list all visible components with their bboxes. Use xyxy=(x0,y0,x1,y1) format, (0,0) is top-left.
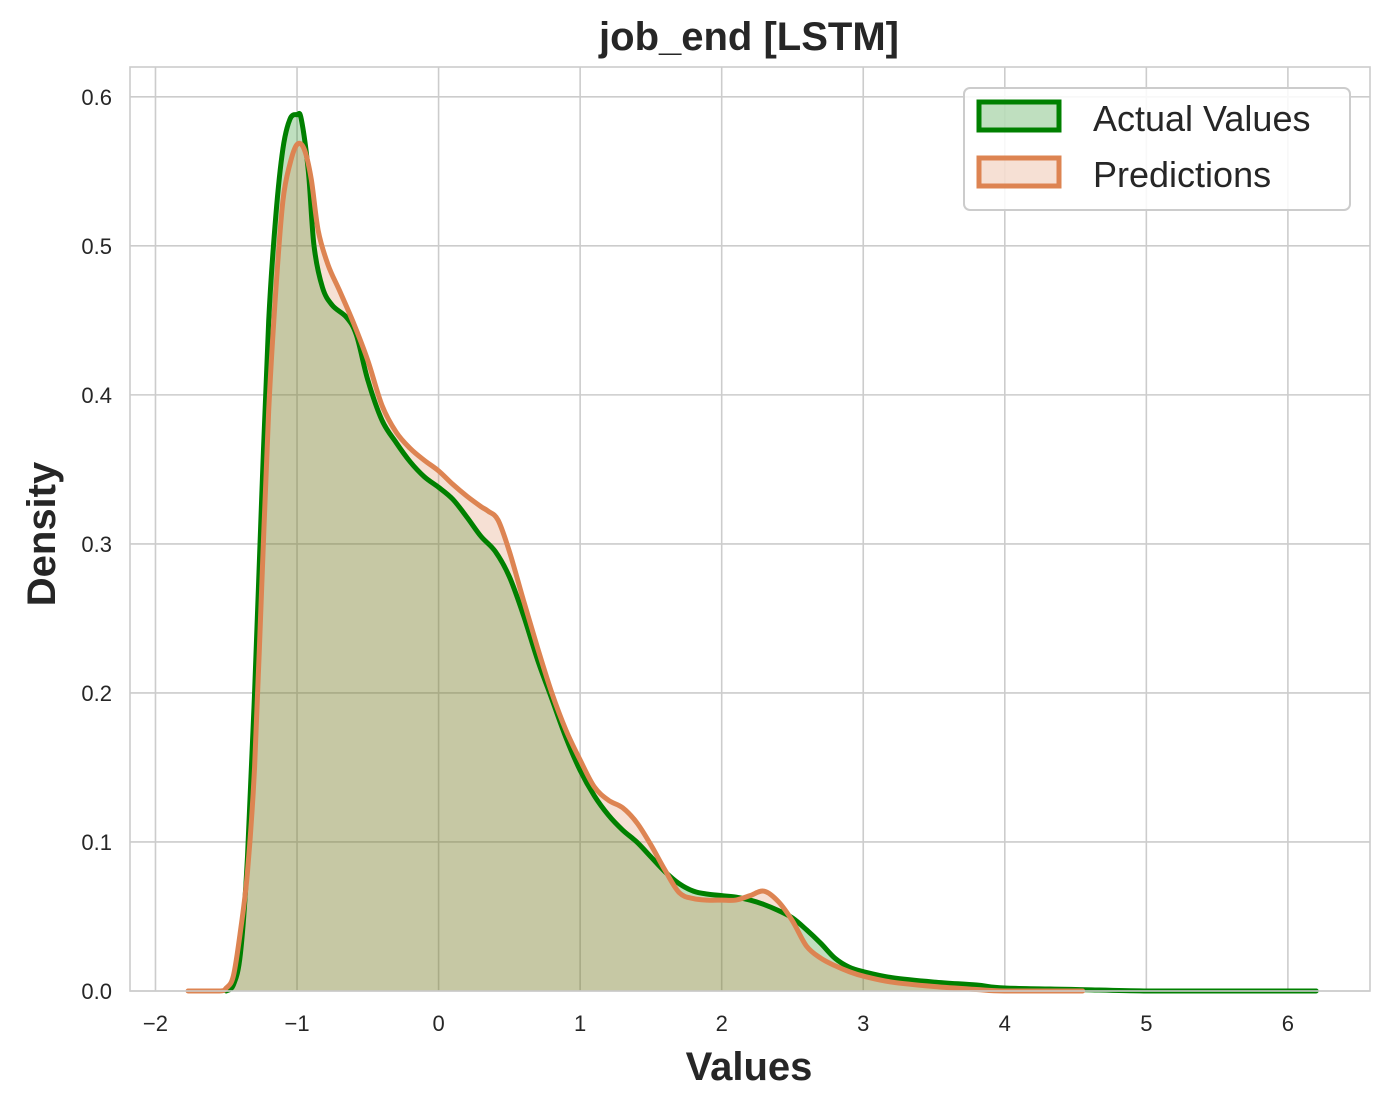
legend: Actual Values Predictions xyxy=(963,87,1351,211)
series-lines xyxy=(185,110,1319,994)
x-tick-label: −1 xyxy=(284,1011,309,1036)
legend-label-predictions: Predictions xyxy=(1093,154,1271,195)
y-tick-label: 0.5 xyxy=(81,234,112,259)
y-tick-label: 0.1 xyxy=(81,830,112,855)
legend-label-actual-values: Actual Values xyxy=(1093,98,1310,139)
series-areas xyxy=(188,113,1317,991)
y-tick-labels: 0.0 0.1 0.2 0.3 0.4 0.5 0.6 xyxy=(81,85,112,1004)
y-axis-label: Density xyxy=(20,461,64,606)
x-tick-label: 4 xyxy=(999,1011,1011,1036)
x-tick-labels: −2 −1 0 1 2 3 4 5 6 xyxy=(143,1011,1294,1036)
series-line-actual-values xyxy=(223,110,1319,994)
x-tick-label: 5 xyxy=(1140,1011,1152,1036)
y-tick-label: 0.2 xyxy=(81,681,112,706)
y-tick-label: 0.6 xyxy=(81,85,112,110)
y-tick-label: 0.3 xyxy=(81,532,112,557)
x-tick-label: 6 xyxy=(1282,1011,1294,1036)
x-tick-label: 0 xyxy=(432,1011,444,1036)
x-tick-label: 2 xyxy=(716,1011,728,1036)
legend-swatch-actual-values xyxy=(976,99,1062,133)
legend-swatch-predictions xyxy=(976,155,1062,189)
y-tick-label: 0.4 xyxy=(81,383,112,408)
x-tick-label: −2 xyxy=(143,1011,168,1036)
x-tick-label: 3 xyxy=(857,1011,869,1036)
y-tick-label: 0.0 xyxy=(81,979,112,1004)
x-axis-label: Values xyxy=(686,1045,813,1089)
series-area-predictions xyxy=(188,143,1083,991)
grid xyxy=(130,67,1370,992)
series-area-actual-values xyxy=(226,113,1317,991)
series-line-predictions xyxy=(185,140,1086,994)
x-tick-label: 1 xyxy=(574,1011,586,1036)
chart-title: job_end [LSTM] xyxy=(598,15,899,59)
plot-frame xyxy=(129,66,1371,992)
